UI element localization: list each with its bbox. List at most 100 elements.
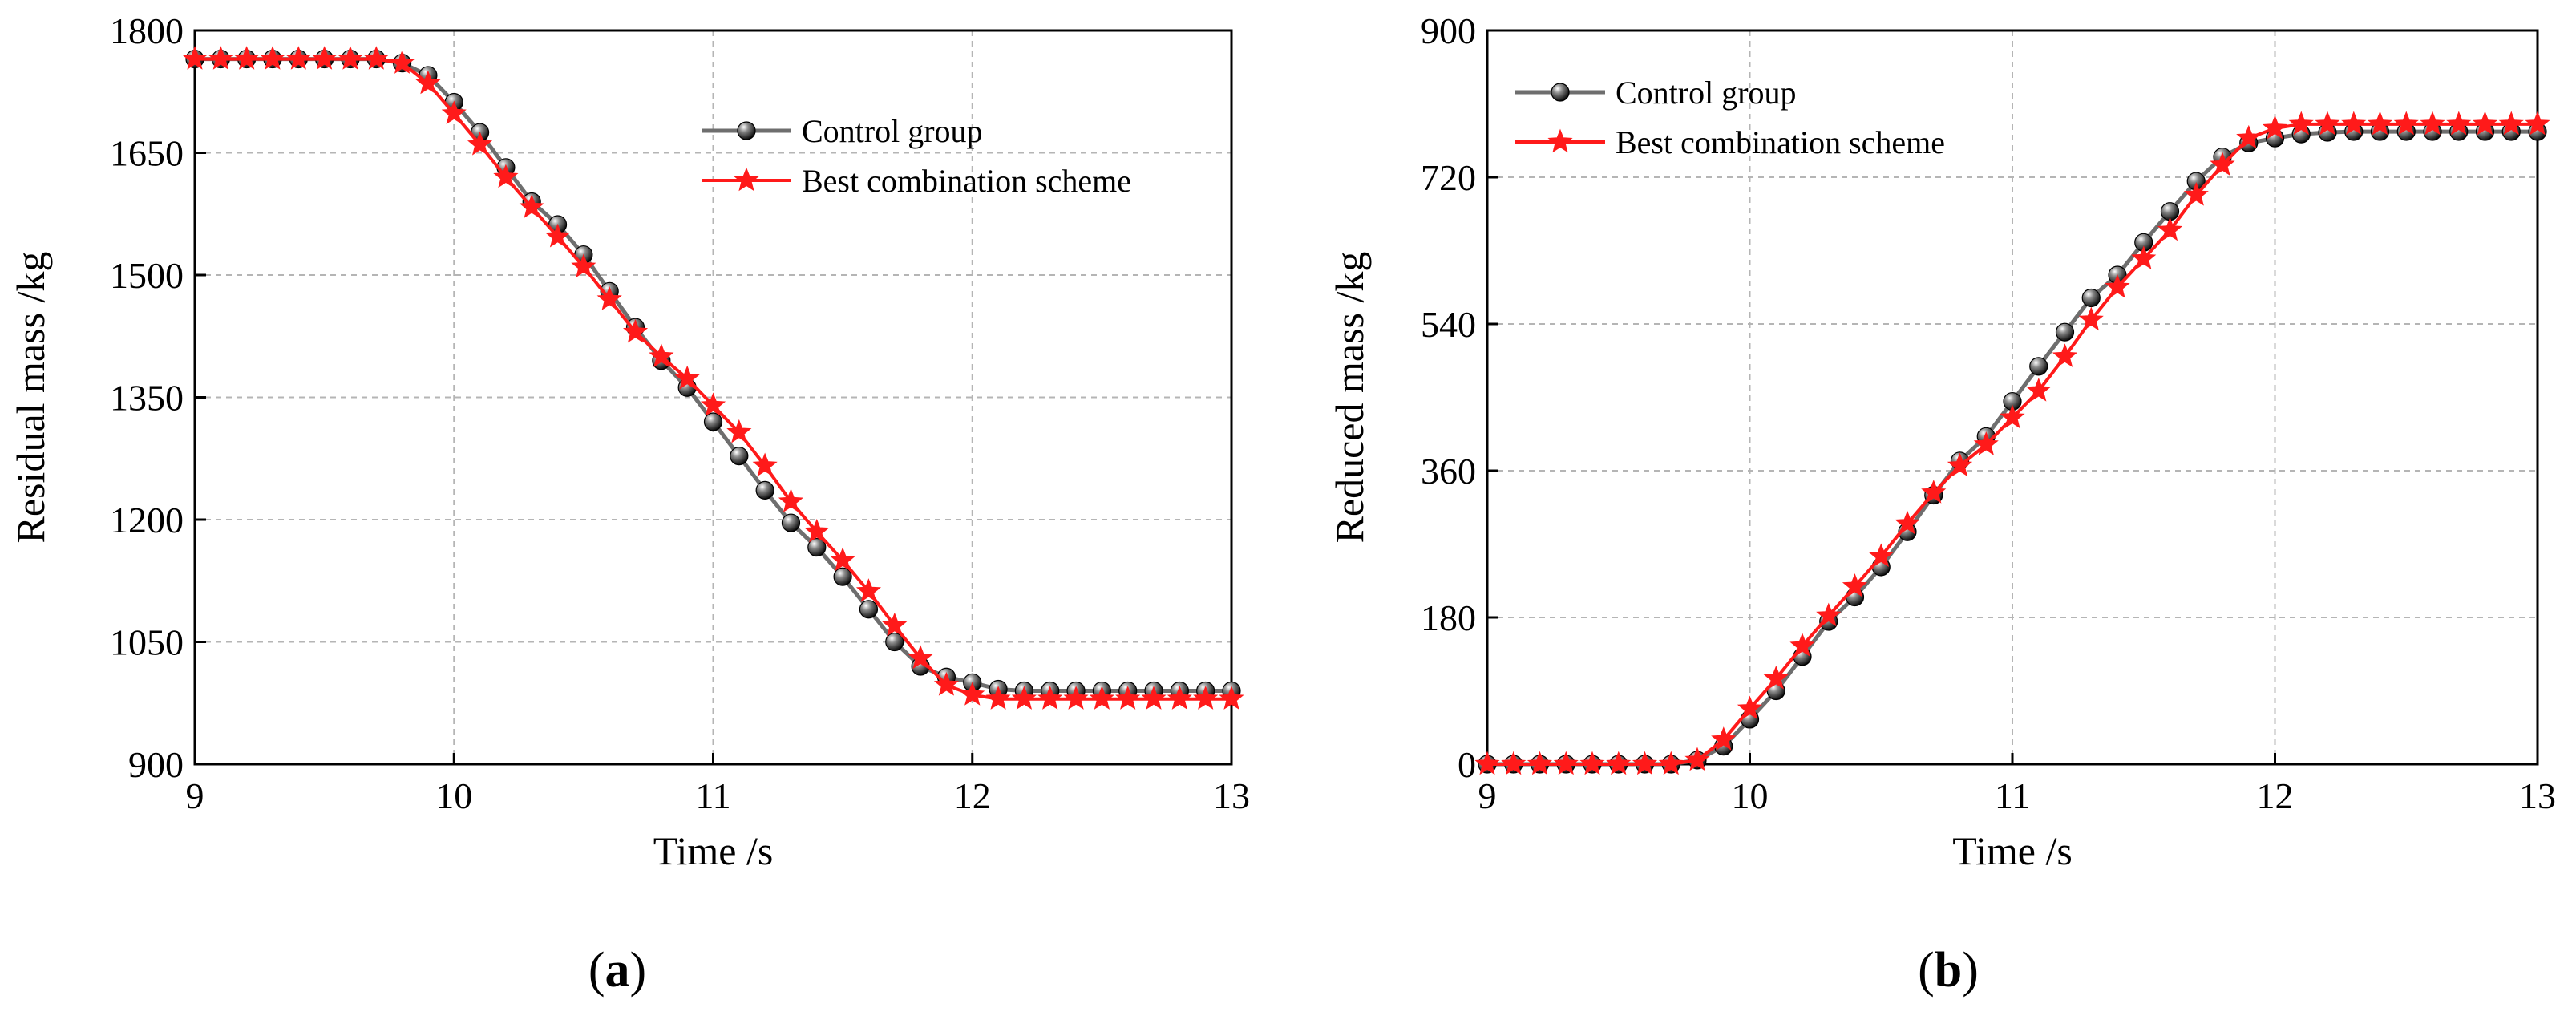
data-point [389,50,415,74]
data-point [285,46,311,70]
data-point [1842,573,1868,597]
y-tick-label: 1500 [110,255,184,296]
data-point [1789,633,1815,657]
data-point [234,46,260,70]
chart-panel-a: 9 10 11 12 13 900 1050 1200 1350 1500 1650 1800 Time… [8,10,1250,998]
y-tick-label: 180 [1421,597,1476,638]
data-point [882,612,908,637]
series-best-combination-scheme [182,46,1244,710]
data-point [519,194,544,218]
panel-label: (b) [1918,943,1979,998]
data-point [885,632,904,652]
data-point [804,518,830,543]
x-axis-label: Time /s [653,828,774,873]
data-point [363,46,389,70]
data-point [1063,686,1089,710]
chart-panel-b: 9 10 11 12 13 0 180 360 540 720 900 Time /s Reduced … [1327,10,2556,998]
data-point [2081,288,2101,308]
data-point [2131,245,2157,269]
data-point [182,46,208,70]
panel-label: (a) [588,943,646,998]
y-tick-label: 360 [1421,451,1476,492]
data-point [1167,686,1192,710]
data-point [2446,111,2472,136]
data-point [781,513,801,532]
data-point [1527,751,1553,775]
data-point [1501,751,1527,775]
data-point [730,447,749,466]
data-point [623,318,649,343]
data-point [807,537,827,557]
data-point [833,567,852,586]
y-tick-label: 900 [128,744,184,785]
legend-label: Control group [802,113,983,149]
data-point [2183,182,2209,206]
data-point [2055,322,2075,342]
x-tick-label: 11 [1995,775,2030,816]
x-tick-label: 11 [695,775,730,816]
x-tick-label: 12 [954,775,991,816]
data-point [2367,111,2393,136]
data-point [1011,686,1037,710]
y-tick-label: 0 [1458,744,1476,785]
data-point [493,164,519,188]
data-point [208,46,233,70]
data-point [1632,751,1658,775]
data-point [415,70,441,95]
x-axis-label: Time /s [1952,828,2073,873]
series-best-combination-scheme [1474,111,2550,775]
data-point [830,547,855,572]
y-axis-label: Residual mass /kg [8,252,53,544]
x-tick-label: 13 [2519,775,2556,816]
y-tick-label: 1650 [110,133,184,174]
legend-marker [1551,83,1570,102]
data-point [960,682,985,706]
y-tick-label: 1050 [110,622,184,663]
legend: Control group Best combination scheme [702,113,1131,199]
data-point [700,392,726,416]
data-point [1711,726,1737,751]
x-tick-label: 10 [435,775,472,816]
data-point [312,46,338,70]
data-point [1037,686,1063,710]
data-point [1973,431,1999,455]
y-tick-label: 540 [1421,304,1476,345]
data-point [1816,602,1842,627]
data-point [649,343,674,367]
legend-marker [737,121,756,140]
data-point [2420,111,2445,136]
data-point [1921,480,1947,504]
data-point [1868,543,1894,568]
legend-marker [734,167,759,192]
data-point [726,419,752,443]
data-point [2315,111,2340,136]
data-point [859,600,879,619]
x-tick-label: 10 [1732,775,1769,816]
data-point [703,412,723,431]
x-tick-label: 13 [1213,775,1250,816]
data-point [2026,378,2052,402]
y-tick-label: 1350 [110,378,184,419]
data-point [1947,452,1973,477]
y-tick-label: 900 [1421,10,1476,51]
data-point [778,488,804,512]
data-point [260,46,285,70]
data-point [908,645,933,670]
data-point [674,365,700,390]
legend-marker [1547,128,1573,153]
legend-label: Best combination scheme [1616,124,1945,160]
data-point [2393,111,2419,136]
data-point [2052,343,2078,367]
x-tick-label: 9 [186,775,204,816]
data-point [1474,751,1500,775]
data-point [571,253,596,278]
data-point [2288,111,2314,136]
data-point [1763,665,1789,690]
data-point [2078,306,2104,331]
data-point [2262,115,2288,140]
data-point [1115,686,1141,710]
legend-label: Control group [1616,75,1797,111]
data-point [2157,217,2183,241]
